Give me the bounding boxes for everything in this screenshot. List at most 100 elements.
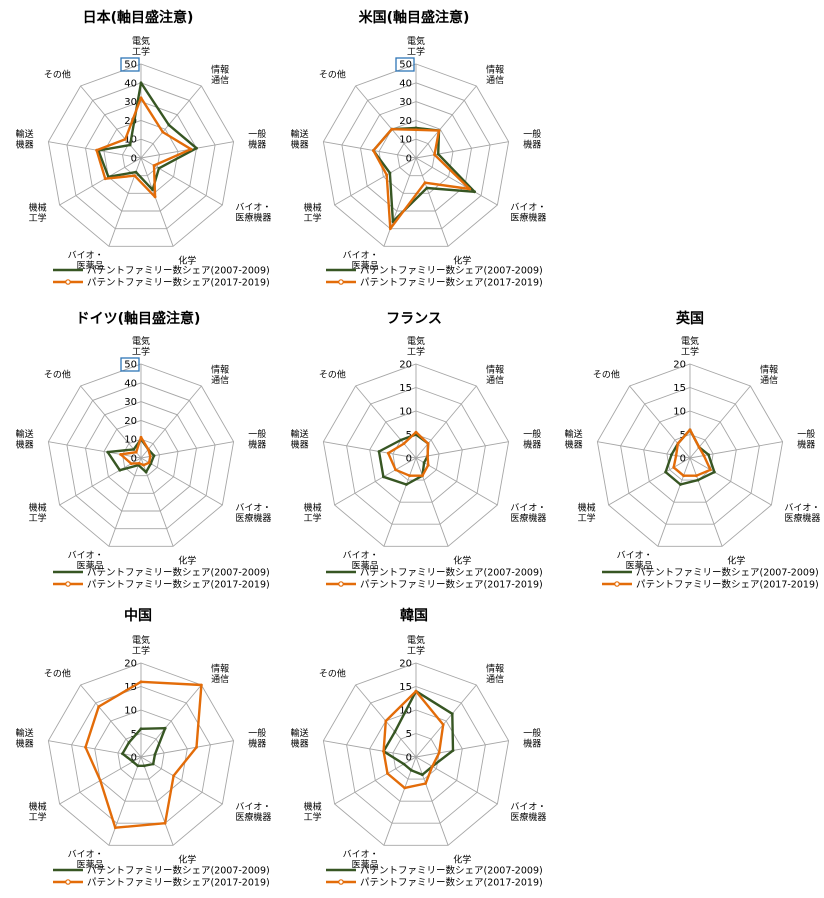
axis-spoke (415, 457, 449, 547)
axis-spoke (334, 457, 417, 506)
category-label: 化学 (178, 554, 196, 566)
axis-spoke (334, 756, 417, 805)
grid-ring (397, 138, 435, 177)
axis-spoke (140, 756, 174, 846)
series-line-2017-2019 (382, 690, 445, 790)
data-point (676, 442, 680, 445)
category-label: 電気工学 (132, 335, 150, 358)
data-point (425, 186, 429, 190)
category-label: 一般機器 (248, 428, 266, 451)
axis-spoke (383, 457, 417, 547)
tick-label: 20 (399, 360, 412, 371)
axis-spoke (383, 756, 417, 846)
tick-label: 20 (124, 416, 137, 427)
category-label: 輸送機器 (16, 428, 34, 451)
grid-ring (103, 419, 179, 494)
data-point (139, 435, 143, 439)
category-label: 一般機器 (797, 428, 815, 451)
category-label: 電気工学 (681, 335, 699, 358)
category-label: バイオ・医療機器 (235, 202, 271, 224)
data-point (142, 463, 146, 467)
data-point (95, 148, 98, 152)
radar-chart-6: 中国05101520電気工学情報通信一般機器バイオ・医療機器化学バイオ・医薬品機… (16, 607, 272, 889)
data-point (423, 181, 427, 185)
tick-label: 0 (131, 454, 137, 465)
axis-spoke (140, 740, 234, 758)
data-point (402, 762, 406, 766)
legend-label: パテントファミリー数シェア(2007-2009) (87, 865, 270, 877)
tick-label: 40 (124, 78, 137, 89)
axis-spoke (48, 740, 142, 758)
category-label: 化学 (453, 554, 471, 566)
series-line-2017-2019 (372, 127, 471, 230)
data-point (106, 450, 110, 454)
axis-spoke (415, 441, 509, 459)
data-point (136, 764, 140, 768)
category-label: 電気工学 (132, 35, 150, 58)
axis-spoke (140, 756, 223, 805)
data-point (426, 442, 430, 445)
legend-label: パテントファミリー数シェア(2007-2009) (636, 567, 819, 579)
data-point (119, 453, 122, 456)
axis-spoke (689, 441, 783, 459)
data-point (707, 453, 710, 457)
category-label: 電気工学 (407, 335, 425, 358)
grid-ring (47, 662, 235, 846)
data-point (139, 727, 143, 731)
data-point (129, 462, 133, 465)
data-point (437, 129, 441, 133)
data-point (388, 171, 392, 175)
tick-label: 15 (399, 682, 412, 693)
data-point (128, 143, 132, 147)
category-label: 一般機器 (523, 128, 541, 151)
tick-label: 50 (124, 60, 137, 71)
data-point (147, 461, 151, 465)
axis-spoke (140, 85, 202, 159)
data-point (670, 453, 673, 457)
series-line-2007-2009 (97, 81, 198, 192)
category-label: その他 (44, 69, 71, 81)
data-point (414, 128, 418, 132)
grid-ring (369, 709, 463, 802)
data-point (144, 470, 148, 474)
category-label: 輸送機器 (291, 727, 309, 750)
axis-spoke (415, 157, 449, 247)
category-label: その他 (319, 668, 346, 680)
legend-marker (338, 879, 344, 885)
chart-title: 米国(軸目盛注意) (359, 9, 470, 26)
data-point (139, 680, 143, 684)
data-point (393, 730, 397, 734)
legend-marker (338, 279, 344, 285)
data-point (118, 468, 122, 472)
axis-spoke (59, 157, 142, 206)
data-point (414, 689, 418, 693)
data-point (388, 227, 392, 231)
category-label: 情報通信 (486, 662, 504, 685)
data-point (385, 173, 389, 177)
series-line-2017-2019 (84, 680, 203, 829)
category-label: バイオ・医薬品 (343, 250, 379, 272)
data-point (172, 774, 176, 778)
data-point (113, 826, 117, 830)
data-point (664, 470, 667, 474)
legend-marker (614, 581, 620, 587)
category-label: 電気工学 (132, 634, 150, 657)
tick-label: 5 (406, 729, 412, 740)
axis-spoke (140, 457, 223, 506)
data-point (408, 474, 411, 478)
grid-ring (341, 82, 491, 230)
category-label: 一般機器 (248, 128, 266, 151)
axis-spoke (415, 385, 477, 459)
chart-title: 韓国 (400, 607, 428, 624)
axis-spoke (80, 684, 142, 758)
data-point (137, 461, 141, 465)
data-point (151, 762, 155, 766)
data-point (195, 745, 198, 749)
data-point (133, 174, 137, 178)
axis-spoke (334, 157, 417, 206)
legend-label: パテントファミリー数シェア(2017-2019) (360, 877, 543, 889)
data-point (468, 187, 472, 191)
category-label: バイオ・医療機器 (784, 502, 820, 524)
axis-spoke (59, 457, 142, 506)
legend-label: パテントファミリー数シェア(2007-2009) (87, 265, 270, 277)
